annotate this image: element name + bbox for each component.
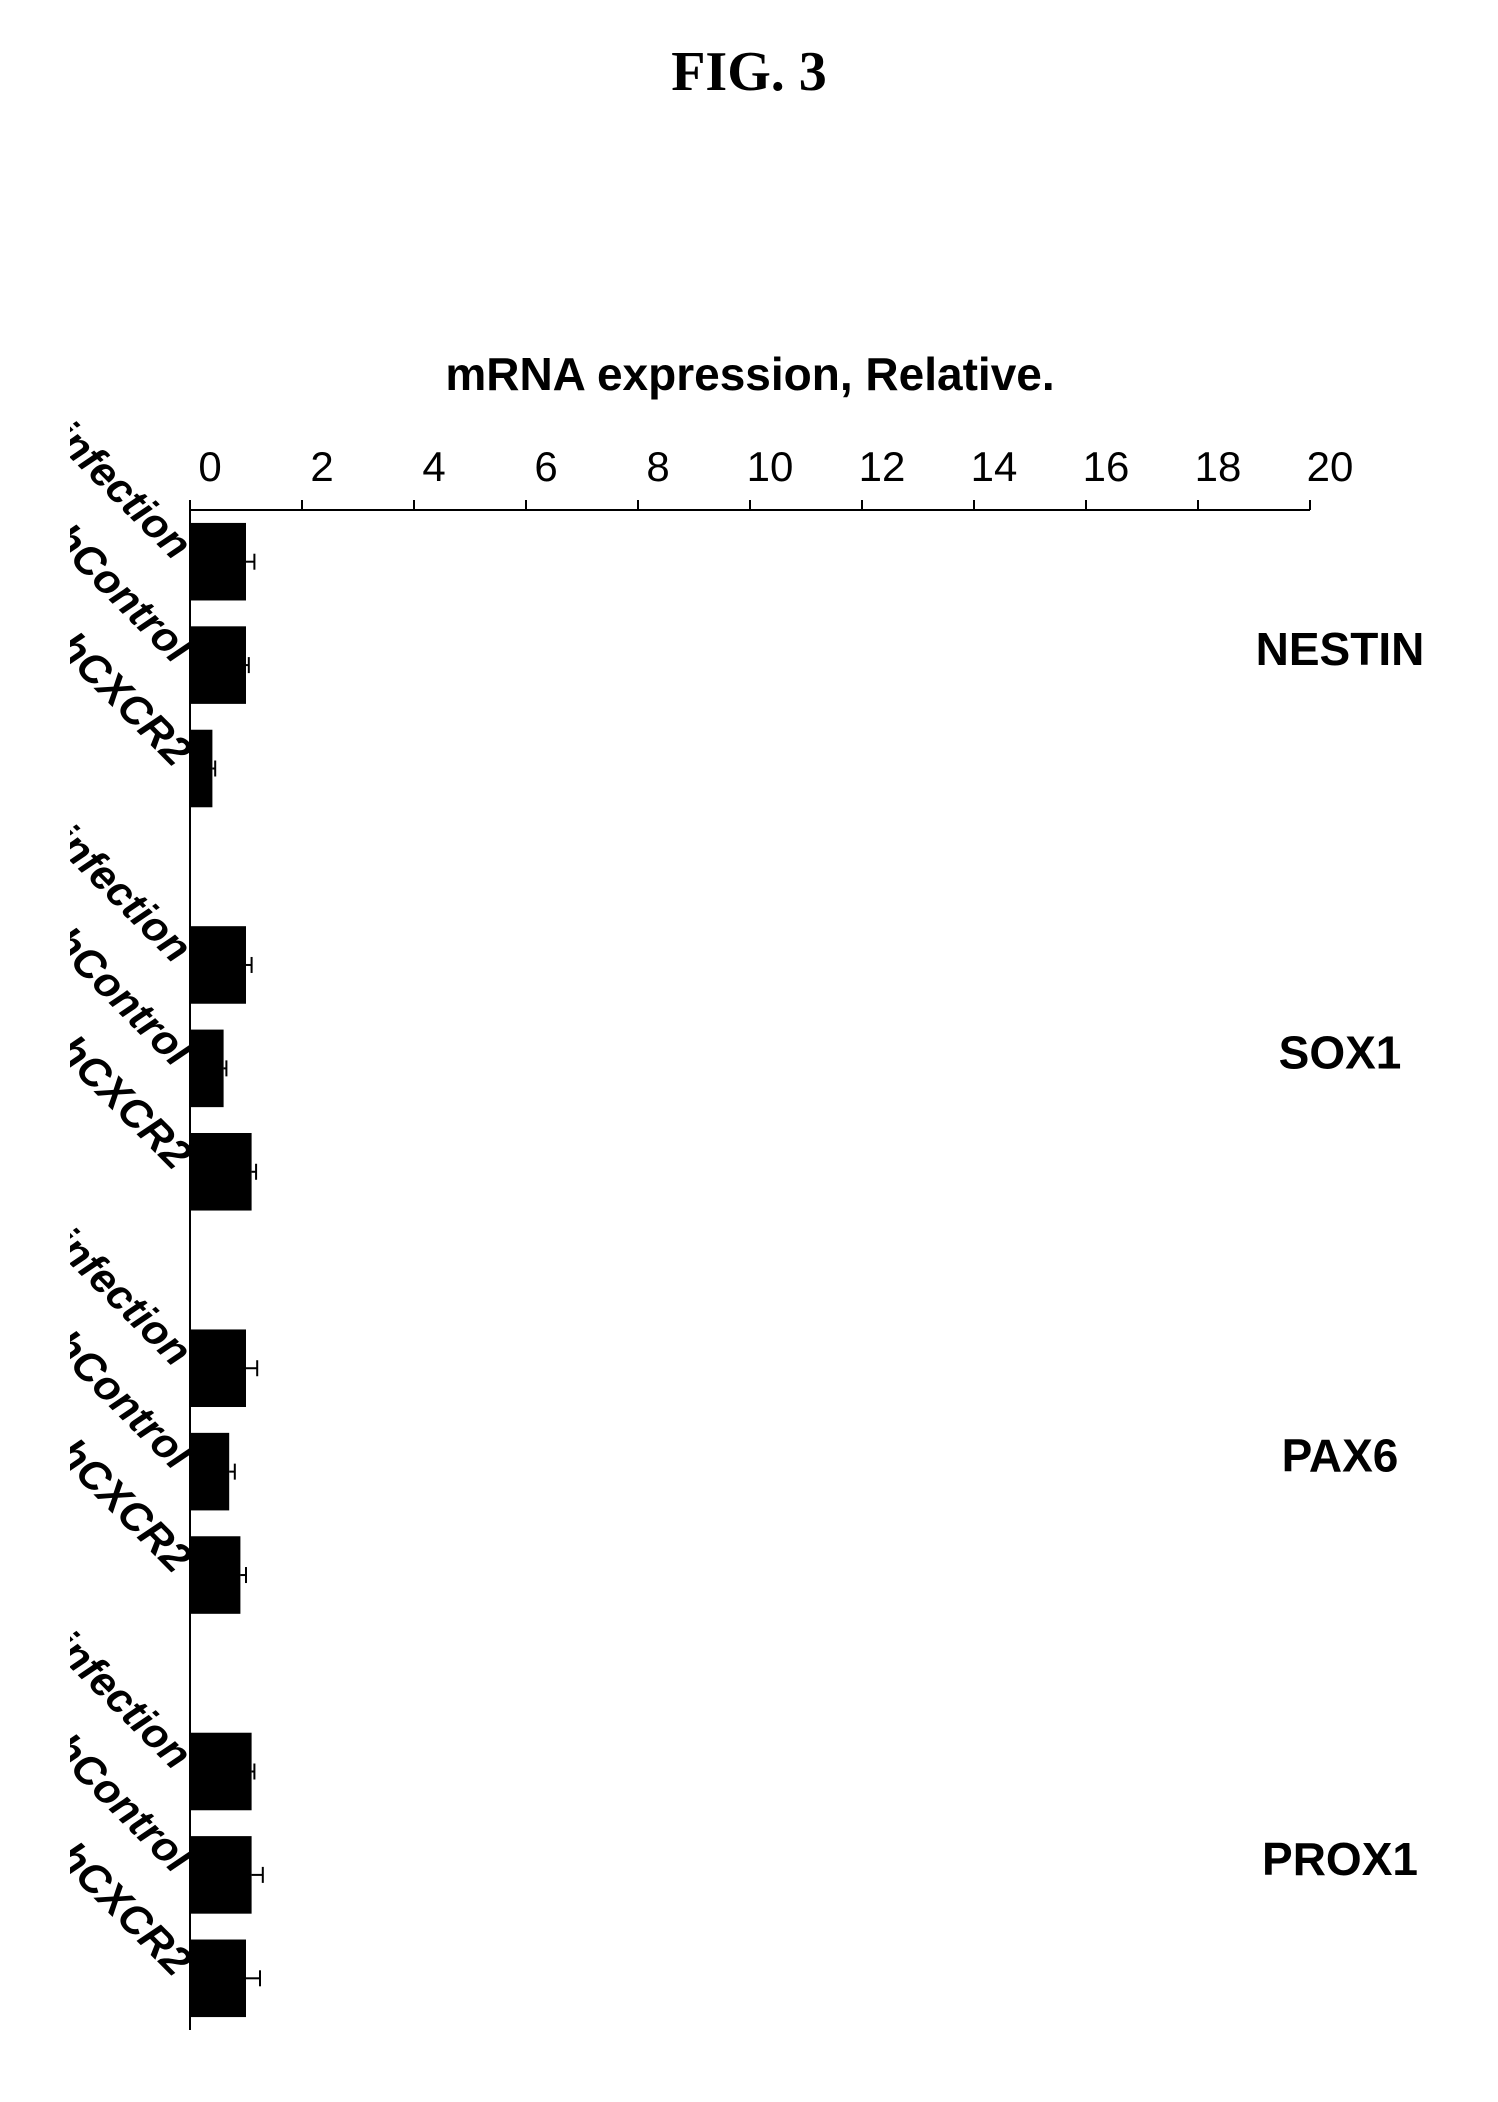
svg-text:SOX1: SOX1: [1279, 1026, 1402, 1078]
svg-text:6: 6: [534, 443, 557, 490]
svg-text:PROX1: PROX1: [1262, 1833, 1418, 1885]
svg-text:4: 4: [422, 443, 445, 490]
figure-title: FIG. 3: [0, 0, 1498, 104]
bar-chart: 0 2 4 6 8 10 12 14 16 18 20 mRNA expression, Relati…: [70, 170, 1430, 2070]
svg-text:20: 20: [1307, 443, 1354, 490]
svg-text:NESTIN: NESTIN: [1256, 623, 1425, 675]
svg-text:12: 12: [859, 443, 906, 490]
svg-text:18: 18: [1195, 443, 1242, 490]
svg-text:16: 16: [1083, 443, 1130, 490]
svg-text:0: 0: [198, 443, 221, 490]
svg-text:10: 10: [747, 443, 794, 490]
svg-text:PAX6: PAX6: [1282, 1430, 1399, 1482]
svg-text:mRNA expression, Relative.: mRNA expression, Relative.: [445, 348, 1054, 400]
svg-text:2: 2: [310, 443, 333, 490]
svg-text:14: 14: [971, 443, 1018, 490]
svg-text:8: 8: [646, 443, 669, 490]
